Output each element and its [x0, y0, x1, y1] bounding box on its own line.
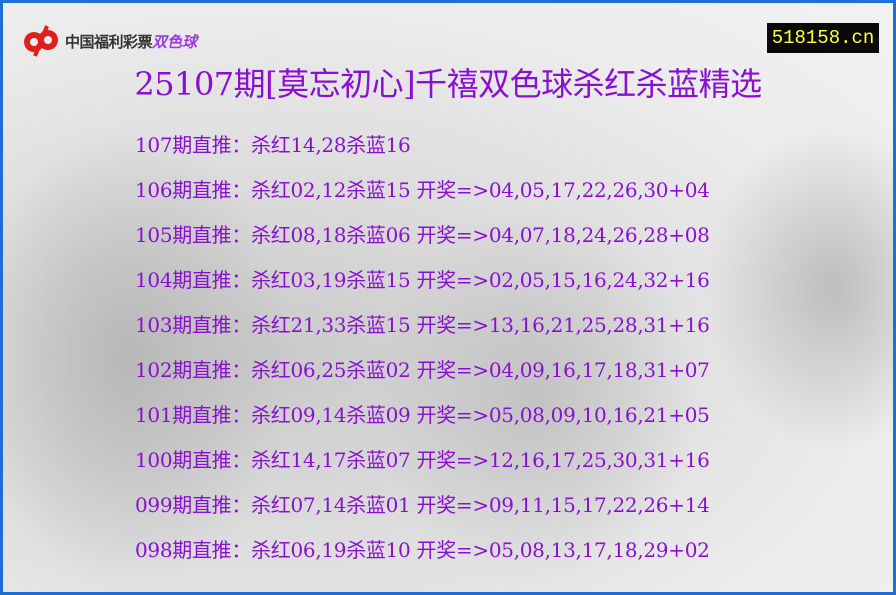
list-item: 105期直推：杀红08,18杀蓝06 开奖=>04,07,18,24,26,28…: [135, 223, 710, 247]
list-item: 104期直推：杀红03,19杀蓝15 开奖=>02,05,15,16,24,32…: [135, 268, 710, 292]
background-landscape: [363, 203, 703, 583]
list-item: 106期直推：杀红02,12杀蓝15 开奖=>04,05,17,22,26,30…: [135, 178, 710, 202]
list-item: 100期直推：杀红14,17杀蓝07 开奖=>12,16,17,25,30,31…: [135, 448, 710, 472]
list-item: 101期直推：杀红09,14杀蓝09 开奖=>05,08,09,10,16,21…: [135, 403, 710, 427]
prediction-list: 107期直推：杀红14,28杀蓝16 106期直推：杀红02,12杀蓝15 开奖…: [135, 130, 710, 580]
list-item: 102期直推：杀红06,25杀蓝02 开奖=>04,09,16,17,18,31…: [135, 358, 710, 382]
site-badge: 518158.cn: [767, 23, 879, 53]
welfare-lottery-logo: 中国福利彩票 双色球: [21, 25, 197, 57]
background-landscape: [3, 123, 293, 592]
list-item: 098期直推：杀红06,19杀蓝10 开奖=>05,08,13,17,18,29…: [135, 538, 710, 562]
logo-text: 中国福利彩票: [65, 32, 153, 51]
list-item: 107期直推：杀红14,28杀蓝16: [135, 133, 411, 157]
list-item: 103期直推：杀红21,33杀蓝15 开奖=>13,16,21,25,28,31…: [135, 313, 710, 337]
logo-game: 双色球: [152, 32, 198, 51]
welfare-lottery-icon: [24, 25, 58, 57]
list-item: 099期直推：杀红07,14杀蓝01 开奖=>09,11,15,17,22,26…: [135, 493, 710, 517]
background-landscape: [703, 123, 893, 453]
page-title: 25107期[莫忘初心]千禧双色球杀红杀蓝精选: [134, 65, 762, 103]
